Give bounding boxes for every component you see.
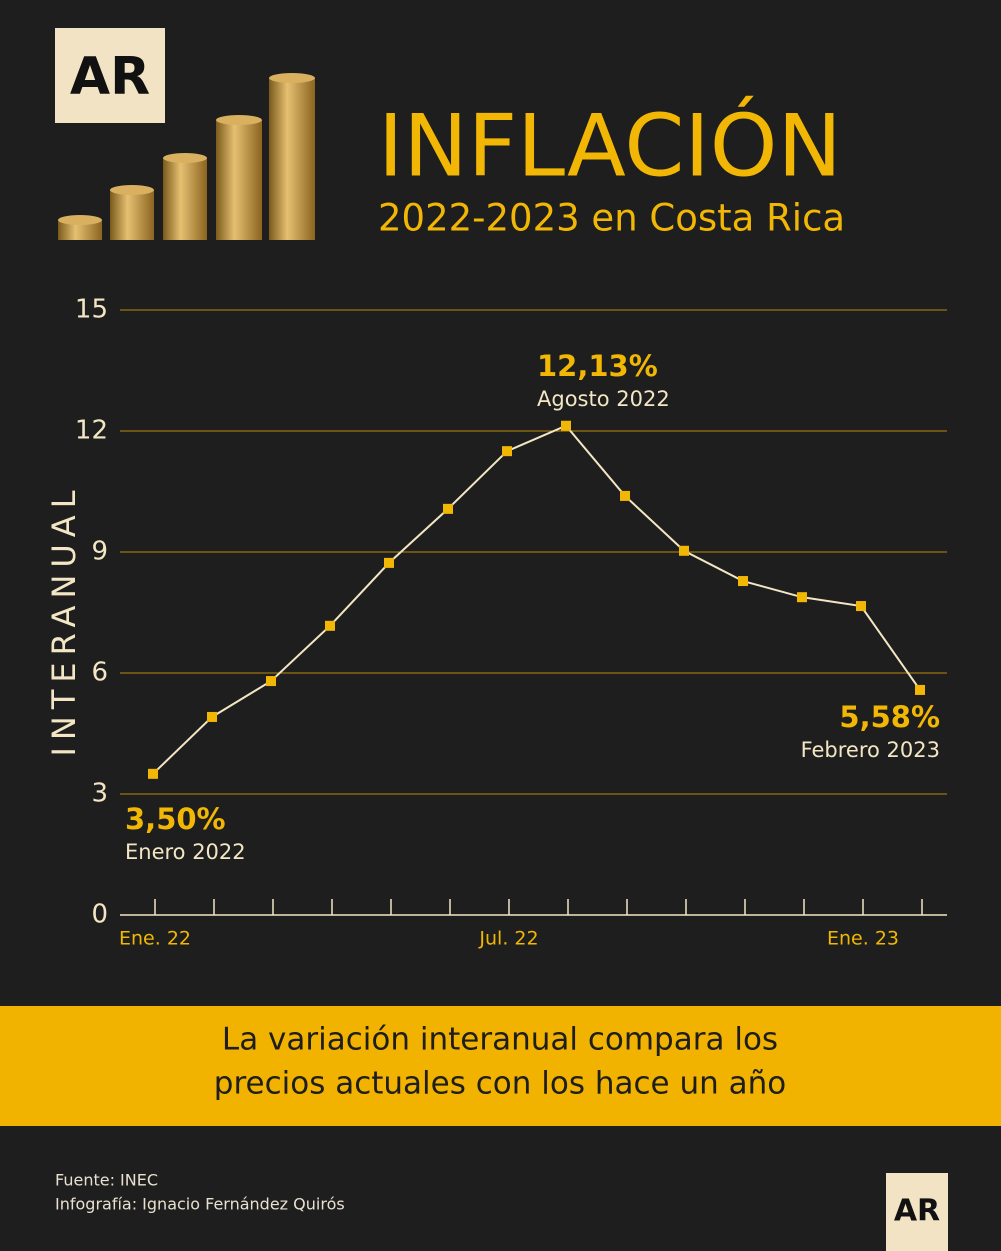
marker	[856, 601, 866, 612]
point-note: Febrero 2023	[801, 738, 940, 762]
x-tick-label: Jul. 22	[478, 928, 538, 950]
x-tick-label: Ene. 22	[119, 928, 191, 950]
marker	[561, 420, 571, 431]
coins-illustration	[58, 73, 315, 240]
point-note: Agosto 2022	[537, 387, 670, 411]
plot: 0 3 6 9 12 15 Ene. 22 Jul. 22 Ene. 23 3,50% Enero …	[75, 295, 947, 950]
marker	[915, 684, 925, 695]
marker	[266, 676, 276, 687]
y-tick-label: 9	[91, 537, 108, 567]
logo: AR	[70, 47, 150, 107]
source: Fuente: INEC	[55, 1171, 158, 1190]
point-note: Enero 2022	[125, 840, 246, 864]
marker	[797, 592, 807, 603]
marker	[502, 446, 512, 457]
marker	[443, 503, 453, 514]
logo: AR	[894, 1194, 940, 1229]
title: INFLACIÓN	[378, 95, 842, 196]
marker	[207, 711, 217, 722]
marker	[325, 620, 335, 631]
y-tick-label: 6	[91, 658, 108, 688]
x-tick-label: Ene. 23	[827, 928, 899, 950]
marker	[148, 768, 158, 779]
value-label: 12,13%	[537, 349, 658, 383]
banner-text: precios actuales con los hace un año	[214, 1066, 786, 1102]
line	[152, 424, 921, 775]
y-axis-label: INTERANUAL	[45, 483, 83, 756]
marker	[679, 545, 689, 556]
subtitle: 2022-2023 en Costa Rica	[378, 197, 845, 240]
marker	[738, 576, 748, 587]
marker	[384, 557, 394, 568]
logo-box	[886, 1173, 948, 1251]
y-tick-label: 12	[75, 416, 108, 446]
y-tick-label: 3	[91, 779, 108, 809]
credit: Infografía: Ignacio Fernández Quirós	[55, 1195, 345, 1214]
y-tick-label: 15	[75, 295, 108, 325]
value-label: 3,50%	[125, 802, 226, 836]
banner	[0, 1006, 1001, 1126]
value-label: 5,58%	[839, 700, 940, 734]
logo-box	[55, 28, 165, 123]
marker	[620, 490, 630, 501]
y-tick-label: 0	[91, 900, 108, 930]
banner-text: La variación interanual compara los	[222, 1022, 778, 1058]
